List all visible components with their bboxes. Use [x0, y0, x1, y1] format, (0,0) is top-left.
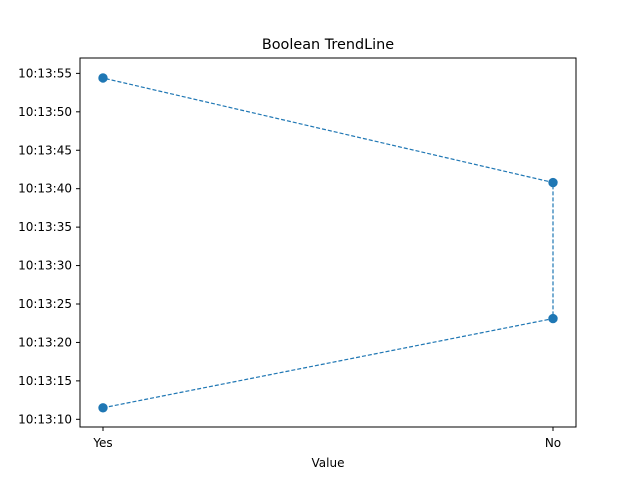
x-axis: Yes No: [92, 427, 561, 450]
data-point-marker: [548, 177, 558, 188]
y-tick-label: 10:13:10: [18, 412, 72, 426]
data-point-marker: [98, 73, 108, 83]
x-axis-label: Value: [312, 456, 345, 470]
y-tick-label: 10:13:35: [18, 220, 72, 234]
chart-title: Boolean TrendLine: [262, 37, 394, 53]
y-tick-label: 10:13:40: [18, 182, 72, 196]
y-tick-label: 10:13:15: [18, 374, 72, 388]
y-axis: 10:13:10 10:13:15 10:13:20 10:13:25 10:13:30…: [18, 66, 80, 426]
y-tick-label: 10:13:30: [18, 259, 72, 273]
data-point-marker: [98, 403, 108, 413]
x-tick-label: No: [545, 436, 561, 450]
series-line: [102, 77, 554, 409]
x-tick-label: Yes: [92, 436, 112, 450]
y-tick-label: 10:13:55: [18, 66, 72, 80]
plot-frame: [79, 57, 577, 428]
y-tick-label: 10:13:25: [18, 297, 72, 311]
y-tick-label: 10:13:50: [18, 105, 72, 119]
y-tick-label: 10:13:45: [18, 143, 72, 157]
y-tick-label: 10:13:20: [18, 335, 72, 349]
data-point-marker: [548, 313, 558, 324]
plot-layer: [98, 73, 558, 413]
